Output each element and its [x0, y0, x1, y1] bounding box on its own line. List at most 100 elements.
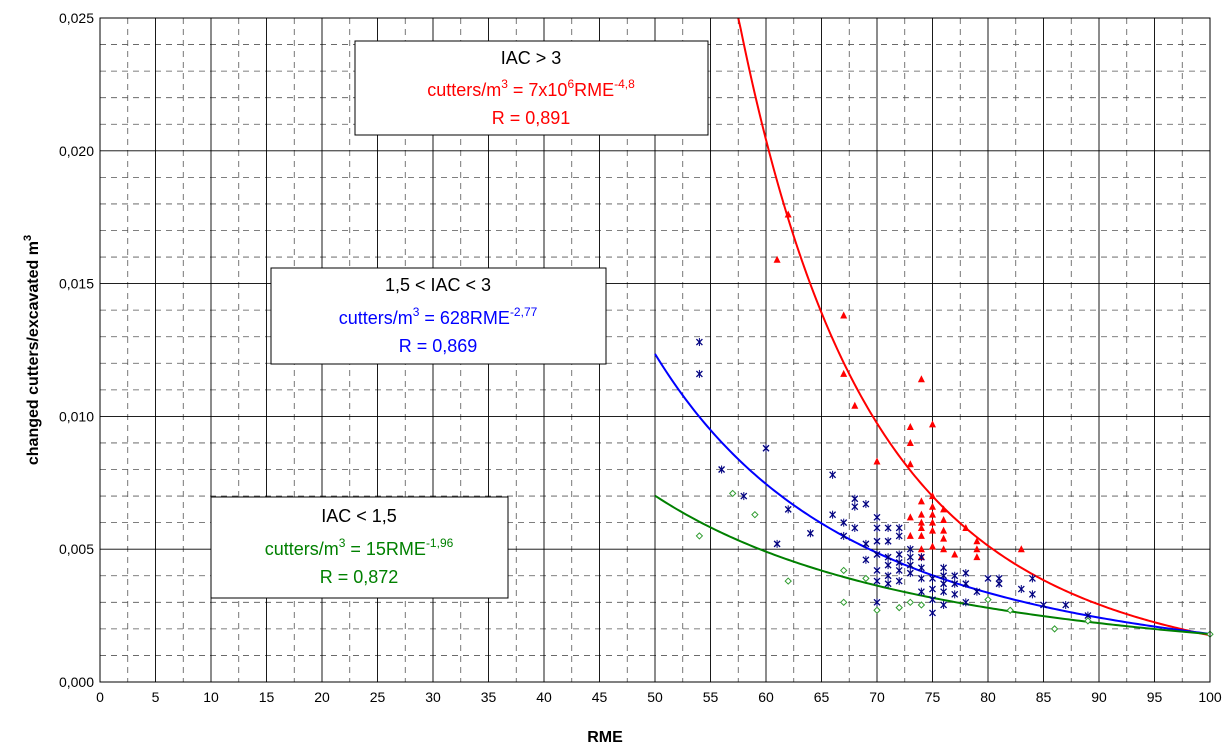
data-point-x	[840, 518, 848, 527]
data-point-x	[906, 553, 914, 562]
data-point-triangle	[784, 210, 792, 218]
plot-frame	[99, 17, 1211, 683]
data-point-triangle	[917, 497, 925, 505]
x-tick-label: 10	[203, 689, 219, 705]
data-point-triangle	[906, 531, 914, 539]
data-point-triangle	[873, 457, 881, 465]
data-points	[695, 210, 1214, 638]
y-tick-label: 0,010	[59, 408, 94, 424]
data-point-triangle	[929, 420, 936, 428]
data-point-triangle	[917, 518, 925, 526]
data-point-x	[873, 566, 881, 575]
x-tick-label: 85	[1036, 689, 1052, 705]
data-point-x	[906, 561, 914, 570]
y-axis-title: changed cutters/excavated m3	[22, 235, 42, 465]
data-point-x	[940, 579, 948, 588]
data-point-triangle	[929, 510, 936, 518]
data-point-triangle	[773, 255, 781, 263]
data-point-x	[851, 523, 859, 532]
data-point-diamond	[917, 601, 926, 609]
data-point-triangle	[906, 438, 914, 446]
formula-mid: = 7x10	[508, 80, 568, 100]
trendline	[737, 17, 1211, 637]
formula-prefix: cutters/m	[339, 308, 413, 328]
data-point-x	[884, 571, 892, 580]
annotation-r-value: R = 0,869	[399, 336, 478, 356]
data-point-x	[873, 577, 881, 586]
data-point-x	[884, 561, 892, 570]
x-tick-label: 75	[925, 689, 941, 705]
data-point-triangle	[840, 311, 848, 319]
data-point-triangle	[929, 492, 936, 500]
data-point-x	[929, 574, 936, 583]
data-point-diamond	[728, 489, 737, 498]
x-tick-label: 0	[96, 689, 104, 705]
annotation-iac-1-5-to-3: 1,5 < IAC < 3 cutters/m3 = 628RME-2,77 R…	[270, 267, 607, 365]
data-point-x	[862, 539, 870, 548]
data-point-triangle	[906, 460, 914, 468]
data-point-diamond	[784, 577, 792, 585]
data-point-x	[929, 595, 936, 604]
data-point-x	[940, 587, 948, 596]
y-axis-title-main: changed cutters/excavated m	[25, 241, 42, 465]
data-point-x	[806, 529, 814, 538]
data-point-x	[973, 587, 981, 596]
x-tick-label: 55	[703, 689, 719, 705]
annotation-formula: cutters/m3 = 7x106RME-4,8	[427, 77, 635, 100]
data-point-triangle	[940, 515, 948, 523]
data-point-x	[862, 500, 870, 509]
data-point-x	[718, 465, 726, 474]
data-point-diamond	[862, 574, 870, 583]
data-point-x	[873, 598, 881, 607]
data-point-x	[929, 585, 936, 594]
data-point-triangle	[973, 553, 981, 561]
formula-prefix: cutters/m	[427, 80, 501, 100]
data-point-triangle	[917, 510, 925, 518]
annotation-title: IAC < 1,5	[321, 506, 397, 526]
data-point-x	[951, 590, 959, 599]
data-point-x	[873, 537, 881, 546]
data-point-x	[873, 513, 881, 522]
x-tick-label: 50	[647, 689, 663, 705]
y-tick-label: 0,000	[59, 674, 94, 690]
y-axis-title-sup: 3	[22, 235, 34, 241]
formula-exponent: -4,8	[614, 77, 635, 91]
data-point-x	[962, 579, 970, 588]
data-point-triangle	[973, 537, 981, 545]
x-tick-label: 15	[259, 689, 275, 705]
annotation-box	[270, 267, 607, 365]
data-point-x	[884, 537, 892, 546]
data-point-x	[917, 587, 925, 596]
formula-sup: 3	[413, 305, 420, 319]
data-point-x	[962, 569, 970, 578]
data-point-x	[906, 545, 914, 554]
x-tick-label: 95	[1147, 689, 1163, 705]
data-point-x	[873, 550, 881, 559]
data-point-x	[873, 523, 881, 532]
data-point-x	[862, 555, 870, 564]
data-point-x	[884, 579, 892, 588]
data-point-triangle	[906, 423, 914, 431]
data-point-x	[884, 553, 892, 562]
data-point-x	[695, 338, 703, 347]
x-tick-label: 70	[869, 689, 885, 705]
data-point-triangle	[929, 518, 936, 526]
data-point-x	[929, 608, 936, 617]
data-point-diamond	[1050, 625, 1059, 633]
formula-prefix: cutters/m	[265, 539, 339, 559]
data-point-triangle	[940, 534, 948, 542]
x-tick-label: 30	[425, 689, 441, 705]
data-point-x	[940, 571, 948, 580]
data-point-x	[884, 523, 892, 532]
x-tick-labels: 0 5 10 15 20 25 30 35 40 45 50 55 60 65 70 75 80 85 90 95 10…	[96, 689, 1222, 705]
x-tick-label: 40	[536, 689, 552, 705]
data-point-x	[917, 553, 925, 562]
data-point-diamond	[873, 606, 881, 614]
data-point-x	[695, 369, 703, 378]
data-point-x	[906, 569, 914, 578]
data-point-triangle	[929, 502, 936, 510]
formula-sup: 3	[501, 77, 508, 91]
annotation-box	[354, 40, 709, 136]
x-axis-title: RME	[587, 729, 623, 746]
